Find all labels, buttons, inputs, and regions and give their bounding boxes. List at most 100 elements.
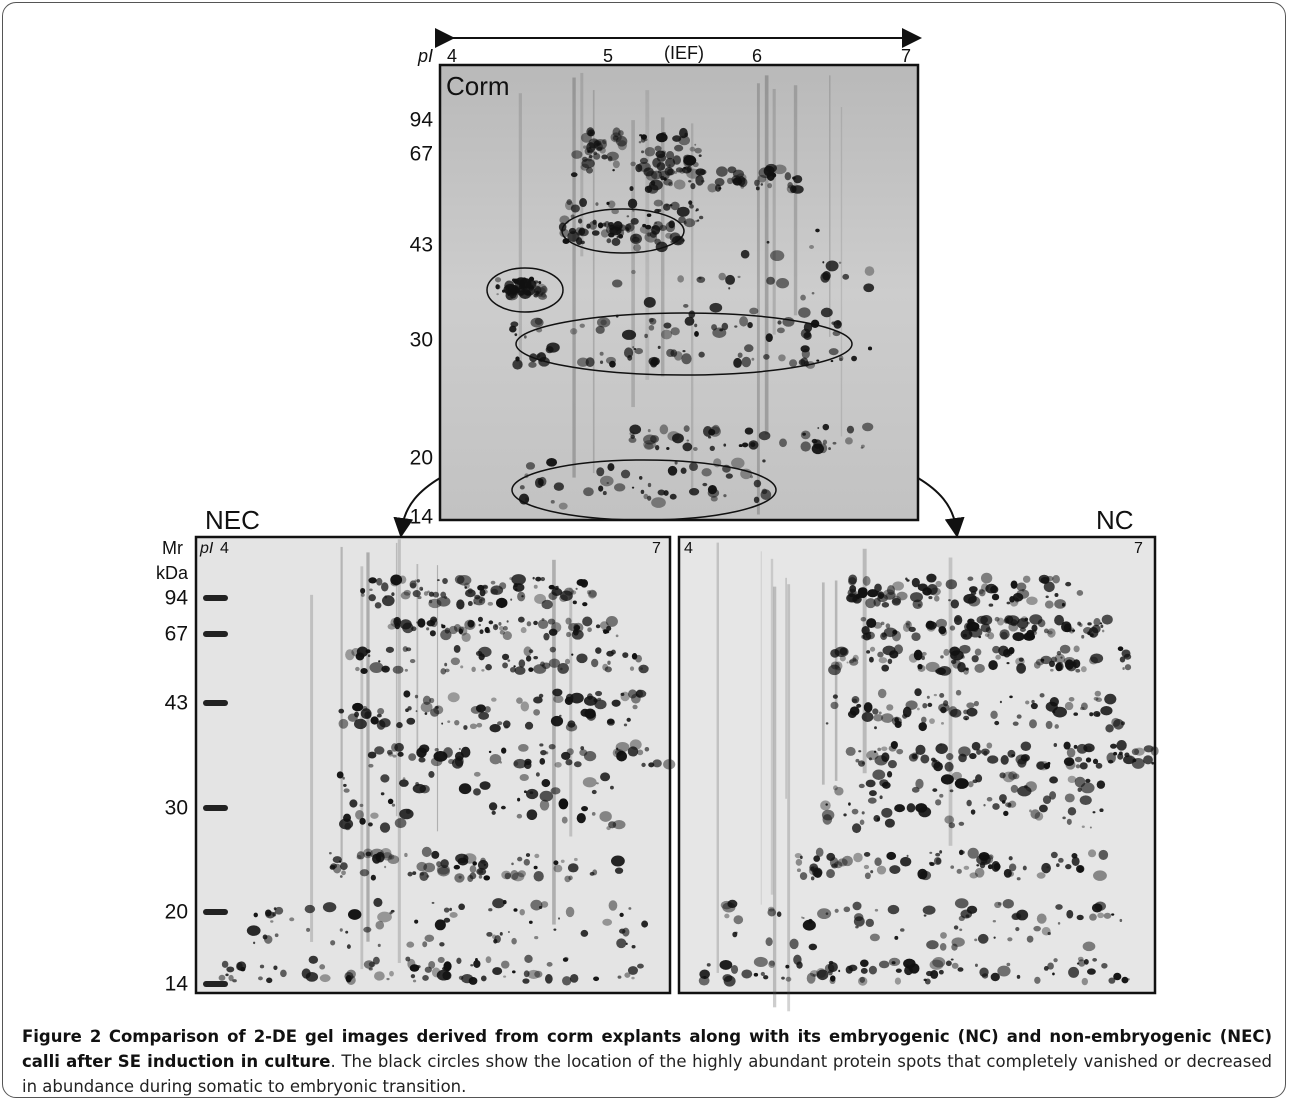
protein-spot bbox=[589, 871, 595, 876]
protein-spot bbox=[987, 632, 995, 640]
protein-spot bbox=[540, 749, 547, 756]
protein-spot bbox=[546, 342, 560, 353]
protein-spot bbox=[236, 961, 247, 972]
protein-spot bbox=[599, 475, 614, 487]
protein-spot bbox=[888, 957, 901, 967]
protein-spot bbox=[683, 218, 696, 228]
protein-spot bbox=[789, 359, 798, 368]
protein-spot bbox=[458, 783, 472, 795]
protein-spot bbox=[1094, 690, 1102, 697]
protein-spot bbox=[1057, 922, 1061, 925]
protein-spot bbox=[477, 859, 489, 871]
protein-spot bbox=[723, 494, 727, 498]
protein-spot bbox=[1094, 901, 1107, 911]
protein-spot bbox=[961, 655, 965, 659]
protein-spot bbox=[417, 595, 422, 600]
protein-spot bbox=[1012, 721, 1019, 726]
protein-spot bbox=[1074, 756, 1083, 763]
protein-spot bbox=[904, 965, 913, 976]
protein-spot bbox=[1110, 743, 1117, 749]
protein-spot bbox=[1080, 702, 1088, 711]
protein-spot bbox=[698, 276, 702, 280]
protein-spot bbox=[768, 960, 776, 968]
protein-spot bbox=[488, 908, 493, 912]
protein-spot bbox=[1006, 662, 1010, 665]
protein-spot bbox=[554, 586, 559, 591]
protein-spot bbox=[661, 150, 667, 155]
protein-spot bbox=[701, 468, 712, 477]
protein-spot bbox=[930, 969, 939, 979]
protein-spot bbox=[304, 904, 316, 914]
protein-spot bbox=[514, 287, 520, 294]
protein-spot bbox=[584, 708, 596, 719]
protein-spot bbox=[564, 658, 570, 665]
protein-spot bbox=[798, 307, 811, 318]
protein-spot bbox=[512, 359, 523, 370]
protein-spot bbox=[1104, 693, 1117, 705]
protein-spot bbox=[591, 811, 596, 816]
protein-spot bbox=[626, 717, 631, 722]
protein-spot bbox=[802, 919, 816, 931]
protein-spot bbox=[827, 969, 833, 976]
protein-spot bbox=[727, 899, 738, 909]
protein-spot bbox=[1043, 965, 1049, 971]
marker-band bbox=[203, 805, 228, 811]
protein-spot bbox=[654, 221, 658, 224]
protein-spot bbox=[426, 627, 430, 631]
caption-label: Figure 2 bbox=[22, 1027, 102, 1046]
protein-spot bbox=[449, 912, 458, 918]
protein-spot bbox=[890, 741, 897, 748]
gel-streak bbox=[631, 120, 635, 408]
protein-spot bbox=[511, 862, 514, 866]
protein-spot bbox=[845, 437, 853, 445]
protein-spot bbox=[577, 357, 589, 367]
protein-spot bbox=[469, 865, 477, 873]
protein-spot bbox=[595, 647, 602, 654]
protein-spot bbox=[571, 653, 574, 656]
protein-spot bbox=[453, 623, 461, 632]
protein-spot bbox=[638, 140, 642, 144]
protein-spot bbox=[364, 711, 372, 719]
protein-spot bbox=[647, 482, 652, 488]
protein-spot bbox=[678, 216, 686, 224]
protein-spot bbox=[595, 624, 601, 629]
protein-spot bbox=[932, 957, 946, 968]
protein-spot bbox=[959, 644, 971, 654]
protein-spot bbox=[402, 777, 406, 781]
protein-spot bbox=[1049, 791, 1057, 800]
protein-spot bbox=[548, 584, 555, 590]
protein-spot bbox=[367, 751, 377, 759]
protein-spot bbox=[853, 852, 863, 863]
protein-spot bbox=[517, 870, 526, 878]
protein-spot bbox=[1077, 865, 1084, 873]
protein-spot bbox=[521, 595, 524, 598]
protein-spot bbox=[865, 779, 876, 788]
protein-spot bbox=[660, 329, 673, 340]
protein-spot bbox=[793, 954, 802, 965]
protein-spot bbox=[663, 203, 671, 211]
protein-spot bbox=[347, 909, 362, 920]
protein-spot bbox=[414, 919, 419, 924]
protein-spot bbox=[616, 228, 625, 237]
protein-spot bbox=[571, 150, 583, 159]
protein-spot bbox=[306, 927, 311, 932]
protein-spot bbox=[912, 599, 923, 609]
protein-spot bbox=[670, 327, 680, 336]
protein-spot bbox=[794, 853, 802, 859]
protein-spot bbox=[513, 908, 518, 912]
protein-spot bbox=[391, 592, 395, 597]
protein-spot bbox=[1005, 802, 1012, 808]
protein-spot bbox=[538, 693, 544, 698]
protein-spot bbox=[565, 693, 574, 703]
protein-spot bbox=[1061, 602, 1065, 607]
protein-spot bbox=[1076, 914, 1084, 921]
protein-spot bbox=[859, 976, 866, 983]
protein-spot bbox=[1008, 863, 1017, 872]
protein-spot bbox=[573, 761, 582, 768]
protein-spot bbox=[484, 706, 491, 713]
protein-spot bbox=[570, 204, 580, 213]
protein-spot bbox=[999, 700, 1003, 704]
protein-spot bbox=[753, 956, 768, 968]
protein-spot bbox=[881, 664, 890, 672]
protein-spot bbox=[274, 906, 284, 915]
